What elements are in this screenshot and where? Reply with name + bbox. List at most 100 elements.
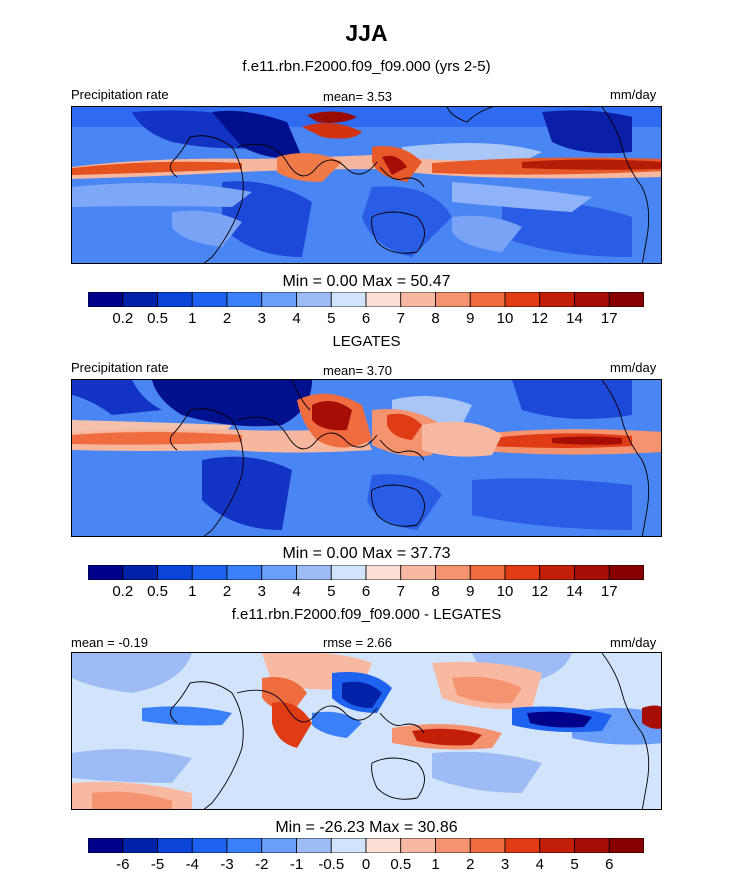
- colorbar-tick-label: -5: [150, 856, 165, 873]
- panel-title: LEGATES: [332, 333, 401, 350]
- colorbar-swatch: [400, 564, 436, 581]
- left-label: Precipitation rate: [71, 360, 169, 375]
- colorbar-swatch: [330, 564, 367, 581]
- map-svg: [72, 653, 661, 809]
- units-label: mm/day: [610, 635, 657, 650]
- coastlines: [169, 380, 650, 536]
- colorbar-tick-label: 1: [188, 310, 197, 327]
- colorbar-swatch: [504, 837, 541, 854]
- colorbar-swatch: [122, 564, 158, 581]
- colorbar-tick-label: -6: [116, 856, 130, 873]
- colorbar-tick-label: 2: [222, 310, 232, 327]
- colorbar-swatch: [191, 837, 228, 854]
- colorbar-swatch: [365, 837, 402, 854]
- colorbar-tick-label: -4: [185, 856, 199, 873]
- stats-text: Min = -26.23 Max = 30.86: [275, 819, 458, 836]
- colorbar-tick-label: 0.2: [112, 310, 134, 327]
- colorbar-svg: [87, 837, 645, 854]
- colorbar-swatch: [574, 564, 610, 581]
- colorbar-tick-label: 0.5: [147, 310, 168, 327]
- colorbar-swatch: [469, 837, 506, 854]
- colorbar-swatch: [574, 837, 610, 854]
- colorbar-swatch: [539, 291, 575, 308]
- map-plot: [71, 379, 662, 537]
- colorbar-tick-label: 4: [292, 583, 301, 600]
- mean-label: mean= 3.70: [323, 363, 393, 378]
- map-svg: [72, 107, 661, 263]
- colorbar-tick-label: -0.5: [318, 856, 345, 873]
- colorbar-ticks: 0.2 0.5 1 2 3 4 5 6 7 8 9 10 12 14 17: [0, 583, 733, 603]
- colorbar-swatch: [608, 564, 645, 581]
- map-plot: [71, 106, 662, 264]
- colorbar-swatch: [330, 291, 367, 308]
- colorbar-swatch: [608, 837, 645, 854]
- colorbar-swatch: [539, 564, 575, 581]
- colorbar-swatch: [365, 564, 402, 581]
- colorbar-tick-label: 14: [566, 310, 583, 327]
- colorbar-swatch: [122, 837, 158, 854]
- colorbar-tick-label: 8: [431, 583, 440, 600]
- colorbar-tick-label: 12: [531, 310, 549, 327]
- colorbar-tick-label: 4: [535, 856, 544, 873]
- colorbar-swatch: [226, 837, 263, 854]
- colorbar-swatch: [87, 291, 124, 308]
- colorbar-swatch: [469, 564, 506, 581]
- colorbar-swatch: [226, 564, 263, 581]
- figure-title: JJA: [345, 20, 388, 46]
- panel-title: f.e11.rbn.F2000.f09_f09.000 - LEGATES: [231, 606, 502, 623]
- colorbar-tick-label: 5: [570, 856, 579, 873]
- mean-label: mean= 3.53: [323, 89, 393, 104]
- map-plot: [71, 652, 662, 810]
- colorbar-swatch: [87, 837, 124, 854]
- colorbar-swatch: [122, 291, 158, 308]
- colorbar-swatch: [504, 564, 541, 581]
- colorbar-ticks: 0.2 0.5 1 2 3 4 5 6 7 8 9 10 12 14 17: [0, 310, 733, 330]
- colorbar-tick-label: 7: [396, 310, 405, 327]
- colorbar-swatch: [296, 291, 332, 308]
- colorbar-swatch: [296, 564, 332, 581]
- stats-text: Min = 0.00 Max = 50.47: [282, 273, 451, 290]
- panel-title: f.e11.rbn.F2000.f09_f09.000 (yrs 2-5): [242, 58, 491, 75]
- colorbar-swatch: [330, 837, 367, 854]
- stats-text: Min = 0.00 Max = 37.73: [282, 545, 451, 562]
- colorbar-swatch: [296, 837, 332, 854]
- colorbar-tick-label: 10: [496, 583, 514, 600]
- colorbar-swatch: [261, 564, 297, 581]
- colorbar-tick-label: 2: [222, 583, 232, 600]
- units-label: mm/day: [610, 360, 657, 375]
- colorbar-svg: [87, 564, 645, 581]
- colorbar-tick-label: 4: [292, 310, 301, 327]
- colorbar-tick-label: 6: [605, 856, 614, 873]
- colorbar-tick-label: 1: [431, 856, 440, 873]
- colorbar-swatch: [400, 837, 436, 854]
- colorbar-swatch: [157, 291, 193, 308]
- colorbar: [87, 564, 645, 581]
- colorbar-swatch: [157, 564, 193, 581]
- colorbar-swatch: [87, 564, 124, 581]
- colorbar-tick-label: 9: [466, 583, 475, 600]
- colorbar-tick-label: 0.5: [390, 856, 412, 873]
- map-svg: [72, 380, 661, 536]
- colorbar-ticks: -6 -5 -4 -3 -2 -1 -0.5 0 0.5 1 2 3 4 5 6: [0, 856, 733, 876]
- colorbar-tick-label: 14: [566, 583, 583, 600]
- colorbar-svg: [87, 291, 645, 308]
- colorbar-swatch: [365, 291, 402, 308]
- colorbar-tick-label: 1: [188, 583, 197, 600]
- colorbar-swatch: [469, 291, 506, 308]
- colorbar-tick-label: -2: [255, 856, 269, 873]
- left-label: Precipitation rate: [71, 87, 169, 102]
- colorbar-swatch: [539, 837, 575, 854]
- colorbar-tick-label: 10: [496, 310, 514, 327]
- coastlines: [169, 107, 650, 263]
- colorbar-tick-label: 3: [500, 856, 510, 873]
- units-label: mm/day: [610, 87, 657, 102]
- colorbar-tick-label: 6: [361, 310, 371, 327]
- colorbar-swatch: [191, 564, 228, 581]
- colorbar-swatch: [608, 291, 645, 308]
- colorbar-tick-label: -3: [220, 856, 234, 873]
- colorbar-tick-label: 0: [361, 856, 371, 873]
- colorbar-tick-label: 17: [600, 310, 618, 327]
- mean-label: mean = -0.19: [71, 635, 148, 650]
- colorbar-swatch: [435, 564, 471, 581]
- colorbar-swatch: [157, 837, 193, 854]
